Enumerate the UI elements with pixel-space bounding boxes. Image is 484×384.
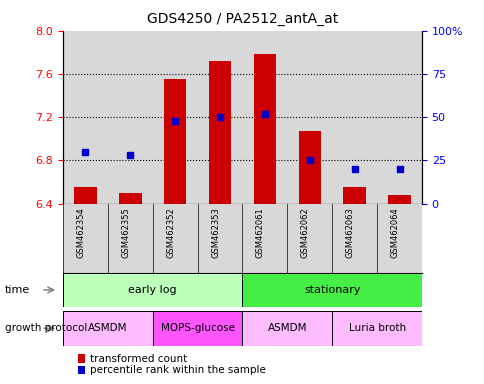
- Point: [126, 152, 134, 158]
- Text: transformed count: transformed count: [90, 354, 187, 364]
- Text: MOPS-glucose: MOPS-glucose: [160, 323, 234, 333]
- Text: GSM462354: GSM462354: [76, 207, 85, 258]
- Text: GSM462061: GSM462061: [256, 207, 264, 258]
- Bar: [209, 61, 231, 204]
- Bar: [119, 193, 141, 204]
- Bar: [388, 195, 410, 204]
- Bar: [298, 131, 320, 204]
- Text: stationary: stationary: [303, 285, 360, 295]
- Bar: [242, 311, 332, 346]
- Text: GSM462353: GSM462353: [211, 207, 220, 258]
- Bar: [152, 311, 242, 346]
- Bar: [63, 311, 152, 346]
- Text: ASMDM: ASMDM: [88, 323, 127, 333]
- Bar: [77, 354, 85, 363]
- Point: [305, 157, 313, 163]
- Text: time: time: [5, 285, 30, 295]
- Bar: [343, 187, 365, 204]
- Text: early log: early log: [128, 285, 177, 295]
- Point: [81, 149, 89, 155]
- Bar: [164, 79, 186, 204]
- Point: [350, 166, 358, 172]
- Point: [216, 114, 224, 120]
- Point: [171, 118, 179, 124]
- Bar: [74, 187, 96, 204]
- Text: GDS4250 / PA2512_antA_at: GDS4250 / PA2512_antA_at: [147, 12, 337, 25]
- Text: GSM462063: GSM462063: [345, 207, 354, 258]
- Text: GSM462352: GSM462352: [166, 207, 175, 258]
- Bar: [63, 273, 242, 307]
- Text: percentile rank within the sample: percentile rank within the sample: [90, 365, 265, 375]
- Point: [395, 166, 403, 172]
- Bar: [77, 366, 85, 374]
- Text: Luria broth: Luria broth: [348, 323, 405, 333]
- Text: GSM462355: GSM462355: [121, 207, 130, 258]
- Point: [260, 111, 268, 117]
- Bar: [242, 273, 421, 307]
- Text: GSM462064: GSM462064: [390, 207, 399, 258]
- Bar: [253, 55, 275, 204]
- Bar: [332, 311, 421, 346]
- Text: GSM462062: GSM462062: [300, 207, 309, 258]
- Text: ASMDM: ASMDM: [267, 323, 306, 333]
- Text: growth protocol: growth protocol: [5, 323, 87, 333]
